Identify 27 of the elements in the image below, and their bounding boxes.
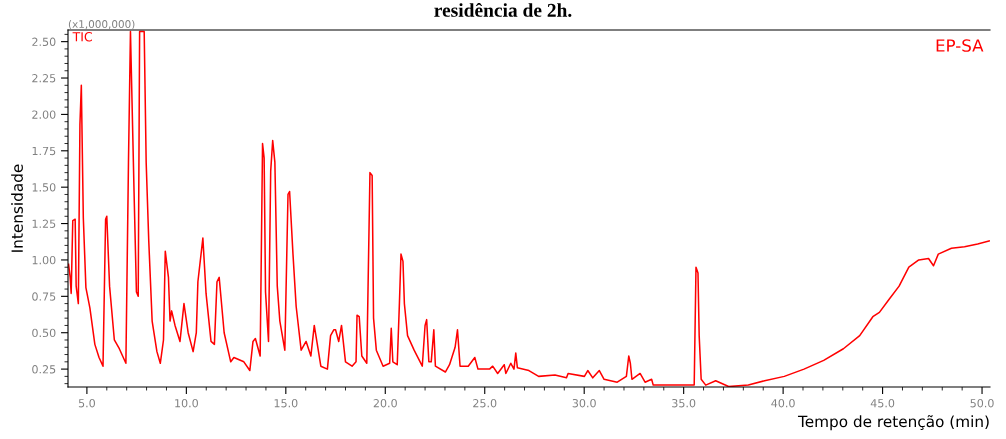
- x-axis-title: Tempo de retenção (min): [797, 415, 989, 431]
- text: (x1,000,000): [68, 19, 135, 30]
- y-tick-label: 2.00: [32, 110, 56, 119]
- y-tick-label: 0.25: [32, 365, 56, 374]
- y-tick-label: 1.75: [32, 146, 56, 156]
- x-tick-label: 25.0: [473, 399, 497, 408]
- chart-title: residência de 2h.: [434, 2, 572, 17]
- annotation: EP-SA: [936, 39, 984, 52]
- x-tick-label: 45.0: [870, 399, 895, 408]
- x-tick-label: 5.0: [78, 399, 95, 408]
- y-tick-label: 1.00: [32, 255, 56, 265]
- y-tick-label: 1.25: [32, 219, 56, 228]
- y-tick-label: 1.50: [32, 183, 56, 192]
- x-tick-label: 50.0: [970, 399, 994, 408]
- y-tick-label: 0.50: [32, 328, 56, 338]
- line-series: [68, 30, 990, 387]
- x-tick-label: 40.0: [771, 399, 795, 408]
- y-tick-label: 2.25: [32, 74, 56, 83]
- annotation: TIC: [72, 32, 92, 42]
- x-tick-label: 10.0: [175, 399, 198, 408]
- x-tick-label: 15.0: [274, 399, 298, 408]
- y-tick-label: 0.75: [32, 292, 56, 301]
- x-tick-label: 20.0: [373, 399, 397, 408]
- x-tick-label: 30.0: [572, 399, 596, 408]
- y-axis-title: Intensidade: [11, 164, 23, 252]
- y-tick-label: 2.50: [32, 37, 56, 47]
- x-tick-label: 35.0: [672, 399, 696, 408]
